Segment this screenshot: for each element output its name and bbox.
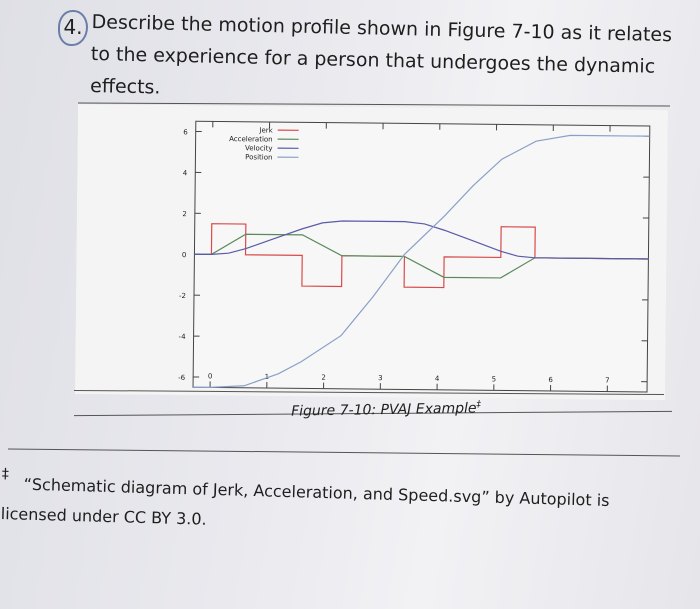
- footnote-separator: [8, 448, 680, 457]
- legend-label-acceleration: Acceleration: [229, 135, 273, 143]
- series-line-position: [193, 134, 650, 388]
- y-tick-label: 0: [182, 251, 187, 259]
- x-tick-label: 5: [492, 375, 497, 383]
- footnote-mark: ‡: [1, 466, 10, 483]
- series-line-acceleration: [194, 233, 649, 279]
- y-tick-label: -4: [179, 333, 187, 341]
- figure-caption: Figure 7-10: PVAJ Example‡: [291, 400, 481, 420]
- y-tick-label: 6: [183, 128, 188, 136]
- series-line-velocity: [194, 220, 649, 260]
- x-tick-label: 1: [265, 373, 270, 381]
- footnote-line-2: licensed under CC BY 3.0.: [0, 503, 207, 529]
- question-number: 4.: [58, 10, 88, 46]
- figure-caption-text: Figure 7-10: PVAJ Example: [291, 400, 477, 420]
- x-tick-label: 7: [605, 377, 610, 385]
- question-text: Describe the motion profile shown in Fig…: [89, 10, 673, 99]
- x-tick-label: 2: [321, 374, 326, 382]
- y-tick-label: -2: [179, 292, 186, 300]
- x-tick-label: 3: [378, 374, 383, 382]
- legend-label-jerk: Jerk: [258, 126, 273, 134]
- footnote: ‡ “Schematic diagram of Jerk, Accelerati…: [1, 466, 682, 529]
- legend-label-position: Position: [245, 153, 272, 161]
- y-tick-label: -6: [178, 374, 186, 382]
- pvaj-chart: 6 4 2 0 -2 -4 -6 0 1 2 3 4 5 6 7 JerkAccelerationVeloc…: [74, 104, 668, 401]
- plot-frame: [192, 120, 651, 393]
- y-tick-label: 2: [182, 210, 187, 218]
- x-tick-label: 0: [208, 372, 213, 380]
- y-tick-label: 4: [183, 169, 188, 177]
- figure: 6 4 2 0 -2 -4 -6 0 1 2 3 4 5 6 7 Jerk Acceleration Veloc…: [74, 104, 668, 430]
- legend-label-velocity: Velocity: [245, 144, 273, 152]
- x-tick-label: 4: [435, 375, 440, 383]
- x-tick-label: 6: [548, 376, 553, 384]
- figure-caption-mark: ‡: [476, 399, 482, 410]
